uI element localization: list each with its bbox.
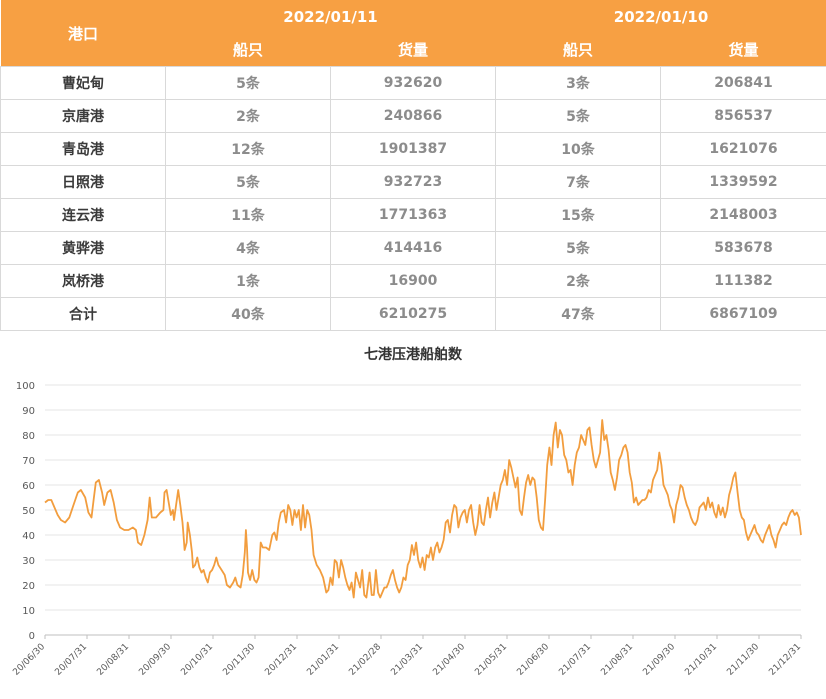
table-row: 曹妃甸 5条 932620 3条 206841 xyxy=(1,67,826,100)
x-tick-label: 20/08/31 xyxy=(95,642,131,678)
y-axis-ticks: 0 10 20 30 40 50 60 70 80 90 100 xyxy=(16,381,35,642)
x-tick-label: 21/02/28 xyxy=(347,642,383,678)
x-tick-label: 21/09/30 xyxy=(641,642,677,678)
ships-cell: 5条 xyxy=(496,100,661,133)
cargo-cell: 2148003 xyxy=(661,199,826,232)
port-name: 黄骅港 xyxy=(1,232,166,265)
y-tick-label: 50 xyxy=(22,506,35,517)
table-row: 青岛港 12条 1901387 10条 1621076 xyxy=(1,133,826,166)
x-tick-label: 21/04/30 xyxy=(431,642,467,678)
x-tick-label: 20/10/31 xyxy=(179,642,215,678)
ships-cell: 10条 xyxy=(496,133,661,166)
ships-cell: 2条 xyxy=(496,265,661,298)
ships-cell: 1条 xyxy=(166,265,331,298)
cargo-cell: 583678 xyxy=(661,232,826,265)
x-tick-label: 21/11/30 xyxy=(725,642,761,678)
total-label: 合计 xyxy=(1,298,166,331)
ships-header-2: 船只 xyxy=(496,33,661,67)
cargo-cell: 856537 xyxy=(661,100,826,133)
port-table: 港口 2022/01/11 2022/01/10 船只 货量 船只 货量 曹妃甸… xyxy=(0,0,826,331)
ships-cell: 40条 xyxy=(166,298,331,331)
x-tick-label: 21/07/31 xyxy=(557,642,593,678)
ships-header-1: 船只 xyxy=(166,33,331,67)
cargo-cell: 414416 xyxy=(331,232,496,265)
chart-title: 七港压港船舶数 xyxy=(364,346,463,363)
y-tick-label: 60 xyxy=(22,481,35,492)
port-name: 岚桥港 xyxy=(1,265,166,298)
ships-cell: 7条 xyxy=(496,166,661,199)
x-tick-label: 20/11/30 xyxy=(221,642,257,678)
x-tick-label: 21/10/31 xyxy=(683,642,719,678)
date1-header: 2022/01/11 xyxy=(166,0,496,33)
x-tick-label: 21/08/31 xyxy=(599,642,635,678)
y-tick-label: 40 xyxy=(22,531,35,542)
y-tick-label: 100 xyxy=(16,381,35,392)
y-tick-label: 90 xyxy=(22,406,35,417)
y-tick-label: 10 xyxy=(22,606,35,617)
table-row: 日照港 5条 932723 7条 1339592 xyxy=(1,166,826,199)
y-tick-label: 70 xyxy=(22,456,35,467)
port-name: 青岛港 xyxy=(1,133,166,166)
ships-cell: 47条 xyxy=(496,298,661,331)
port-name: 曹妃甸 xyxy=(1,67,166,100)
ships-cell: 3条 xyxy=(496,67,661,100)
cargo-cell: 16900 xyxy=(331,265,496,298)
x-tick-label: 21/01/31 xyxy=(305,642,341,678)
series-line xyxy=(45,420,801,598)
x-tick-label: 20/07/31 xyxy=(53,642,89,678)
ships-cell: 2条 xyxy=(166,100,331,133)
x-tick-label: 20/12/31 xyxy=(263,642,299,678)
cargo-cell: 932723 xyxy=(331,166,496,199)
x-tick-label: 21/12/31 xyxy=(767,642,803,678)
y-tick-label: 0 xyxy=(29,631,35,642)
cargo-cell: 206841 xyxy=(661,67,826,100)
ships-cell: 5条 xyxy=(496,232,661,265)
port-name: 连云港 xyxy=(1,199,166,232)
y-tick-label: 20 xyxy=(22,581,35,592)
x-tick-label: 21/06/30 xyxy=(515,642,551,678)
cargo-cell: 1901387 xyxy=(331,133,496,166)
cargo-header-1: 货量 xyxy=(331,33,496,67)
cargo-cell: 1621076 xyxy=(661,133,826,166)
ships-cell: 12条 xyxy=(166,133,331,166)
table-row: 京唐港 2条 240866 5条 856537 xyxy=(1,100,826,133)
y-tick-label: 80 xyxy=(22,431,35,442)
ships-cell: 5条 xyxy=(166,67,331,100)
port-name: 日照港 xyxy=(1,166,166,199)
table-row: 黄骅港 4条 414416 5条 583678 xyxy=(1,232,826,265)
port-name: 京唐港 xyxy=(1,100,166,133)
table-header-row-dates: 港口 2022/01/11 2022/01/10 xyxy=(1,0,826,33)
y-tick-label: 30 xyxy=(22,556,35,567)
ships-cell: 4条 xyxy=(166,232,331,265)
ships-cell: 5条 xyxy=(166,166,331,199)
ships-cell: 15条 xyxy=(496,199,661,232)
cargo-header-2: 货量 xyxy=(661,33,826,67)
cargo-cell: 932620 xyxy=(331,67,496,100)
cargo-cell: 6867109 xyxy=(661,298,826,331)
table-row: 连云港 11条 1771363 15条 2148003 xyxy=(1,199,826,232)
port-header: 港口 xyxy=(1,0,166,67)
x-tick-label: 21/05/31 xyxy=(473,642,509,678)
cargo-cell: 1771363 xyxy=(331,199,496,232)
cargo-cell: 1339592 xyxy=(661,166,826,199)
x-tick-label: 21/03/31 xyxy=(389,642,425,678)
date2-header: 2022/01/10 xyxy=(496,0,826,33)
cargo-cell: 240866 xyxy=(331,100,496,133)
table-row: 岚桥港 1条 16900 2条 111382 xyxy=(1,265,826,298)
x-tick-label: 20/09/30 xyxy=(137,642,173,678)
cargo-cell: 111382 xyxy=(661,265,826,298)
ships-cell: 11条 xyxy=(166,199,331,232)
cargo-cell: 6210275 xyxy=(331,298,496,331)
total-row: 合计 40条 6210275 47条 6867109 xyxy=(1,298,826,331)
x-tick-label: 20/06/30 xyxy=(11,642,47,678)
grid-lines xyxy=(45,385,801,635)
series-layer xyxy=(45,420,801,598)
